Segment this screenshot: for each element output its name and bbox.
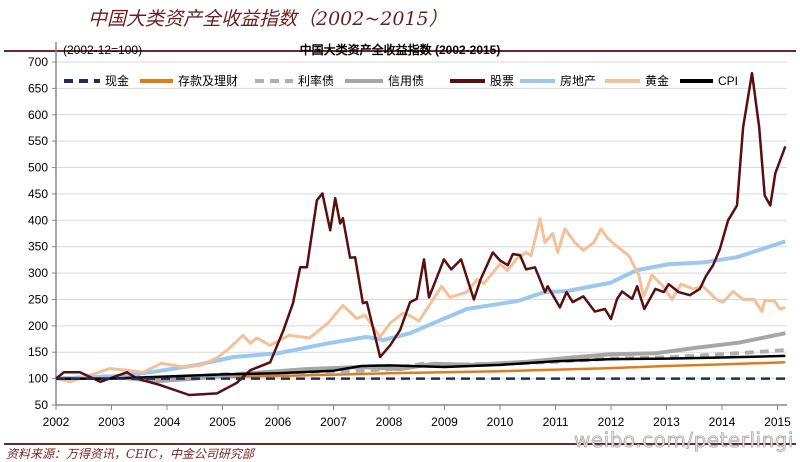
- y-tick-label: 650: [28, 81, 48, 95]
- legend-label: 现金: [105, 73, 129, 88]
- legend-label: 存款及理财: [178, 74, 238, 88]
- bottom-divider: [4, 443, 796, 445]
- legend-label: CPI: [718, 74, 738, 88]
- y-tick-label: 500: [28, 161, 48, 175]
- legend-label: 利率债: [298, 73, 334, 88]
- x-tick-label: 2006: [265, 415, 292, 429]
- y-tick-label: 550: [28, 134, 48, 148]
- legend-label: 房地产: [560, 73, 596, 88]
- y-tick-label: 450: [28, 187, 48, 201]
- y-tick-label: 50: [35, 398, 49, 412]
- series-lines: [55, 71, 787, 397]
- y-tick-label: 400: [28, 213, 48, 227]
- legend-label: 信用债: [388, 74, 424, 88]
- x-tick-label: 2014: [709, 415, 736, 429]
- x-tick-label: 2013: [653, 415, 680, 429]
- series-line-7: [56, 354, 786, 380]
- x-tick-label: 2007: [320, 415, 347, 429]
- x-tick-label: 2015: [764, 415, 791, 429]
- legend-label: 黄金: [645, 73, 669, 88]
- y-tick-label: 150: [28, 345, 48, 359]
- x-tick-label: 2012: [598, 415, 625, 429]
- x-tick-label: 2008: [376, 415, 403, 429]
- y-tick-label: 100: [28, 372, 48, 386]
- page-title: 中国大类资产全收益指数（2002~2015）: [88, 8, 448, 30]
- axes: 50 100 150 200 250 300 350 400 450 500 550 600 650 70…: [28, 42, 791, 429]
- y-tick-label: 600: [28, 108, 48, 122]
- y-tick-label: 200: [28, 319, 48, 333]
- y-tick-label: 250: [28, 292, 48, 306]
- y-tick-label: 700: [28, 55, 48, 69]
- y-tick-label: 350: [28, 240, 48, 254]
- x-tick-label: 2011: [543, 415, 569, 429]
- legend: 现金 存款及理财 利率债 信用债 股票 房地产 黄金 CPI: [64, 73, 738, 88]
- chart-title: 中国大类资产全收益指数 (2002-2015): [300, 42, 501, 57]
- series-line-6: [55, 217, 786, 384]
- series-line-4: [55, 71, 787, 397]
- chart-subtitle: (2002-12=100): [63, 43, 142, 57]
- x-tick-label: 2003: [98, 415, 125, 429]
- x-tick-label: 2010: [487, 415, 514, 429]
- y-tick-label: 300: [28, 266, 48, 280]
- grid: [56, 61, 787, 380]
- x-tick-label: 2002: [43, 415, 70, 429]
- x-tick-label: 2004: [154, 415, 181, 429]
- source-note: 资料来源：万得资讯，CEIC，中金公司研究部: [6, 447, 254, 461]
- watermark: weibo.com/peterlingi: [573, 428, 794, 453]
- top-divider: [4, 50, 796, 52]
- x-tick-label: 2009: [431, 415, 458, 429]
- x-tick-label: 2005: [209, 415, 236, 429]
- legend-label: 股票: [490, 74, 514, 88]
